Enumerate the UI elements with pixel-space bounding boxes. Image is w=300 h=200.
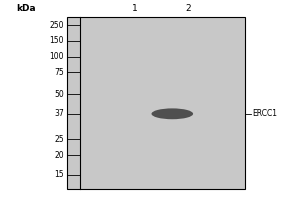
Text: 150: 150 — [49, 36, 64, 45]
Text: 15: 15 — [54, 170, 64, 179]
Text: 2: 2 — [186, 4, 191, 13]
Text: 100: 100 — [49, 52, 64, 61]
Text: 37: 37 — [54, 109, 64, 118]
Text: 75: 75 — [54, 68, 64, 77]
Text: 250: 250 — [49, 21, 64, 30]
Bar — [67, 17, 245, 189]
Text: 20: 20 — [54, 151, 64, 160]
Text: 50: 50 — [54, 90, 64, 99]
Text: ERCC1: ERCC1 — [253, 109, 278, 118]
Text: 25: 25 — [54, 135, 64, 144]
Text: 1: 1 — [132, 4, 138, 13]
Text: kDa: kDa — [16, 4, 36, 13]
Ellipse shape — [152, 108, 193, 119]
